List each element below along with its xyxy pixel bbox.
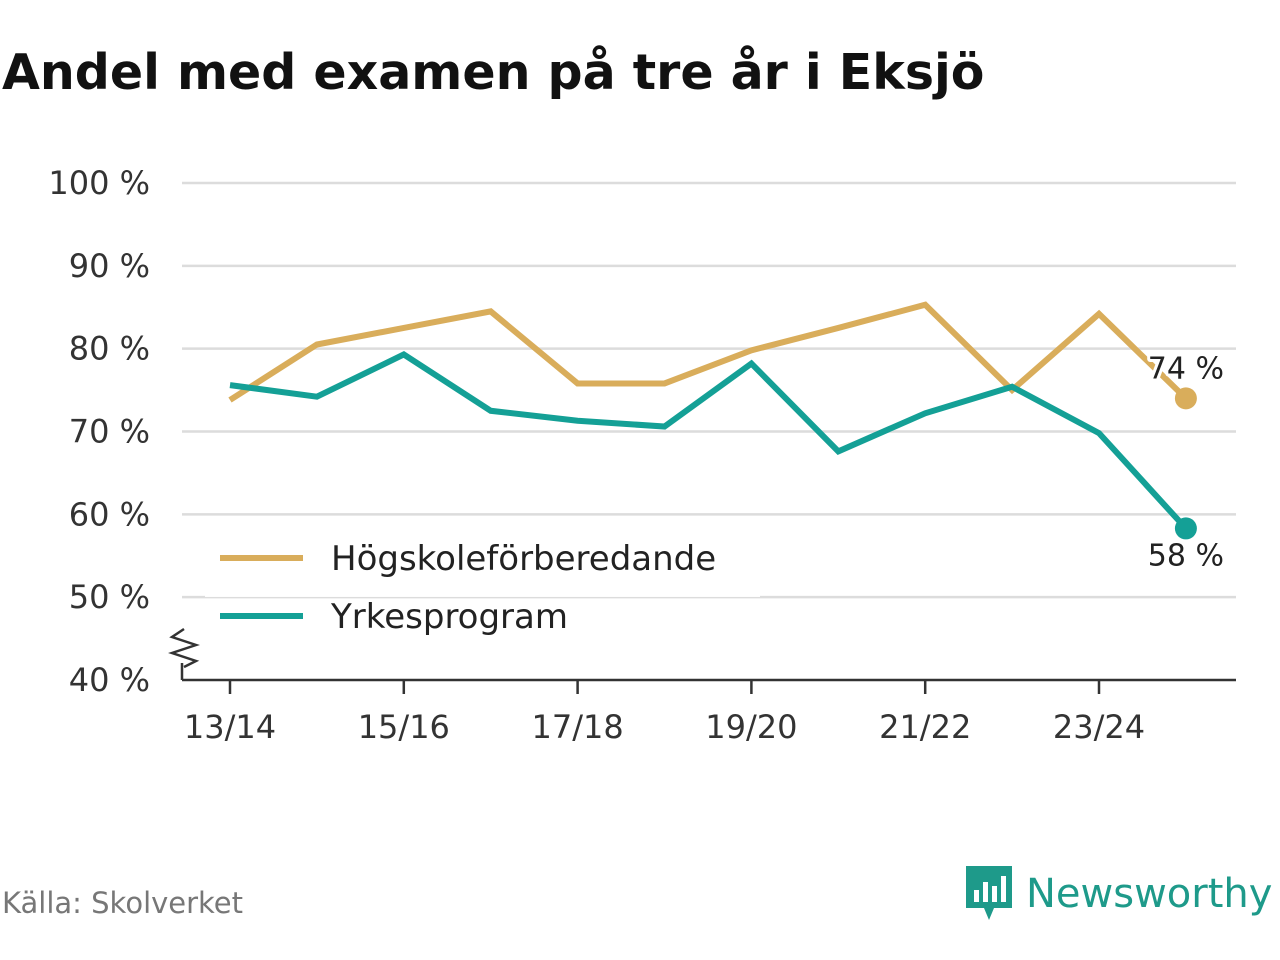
data-label: 58 % xyxy=(1148,538,1224,573)
x-tick-label: 15/16 xyxy=(358,708,450,746)
source-label: Källa: Skolverket xyxy=(2,886,244,920)
series-line xyxy=(228,301,1188,403)
x-tick-label: 21/22 xyxy=(879,708,971,746)
brand-name: Newsworthy xyxy=(1026,871,1273,917)
x-tick-label: 17/18 xyxy=(531,708,623,746)
chart-title: Andel med examen på tre år i Eksjö xyxy=(2,44,985,101)
axis-break-mark xyxy=(168,627,200,669)
data-label: 74 % xyxy=(1148,351,1224,386)
series-line xyxy=(229,351,1189,531)
legend-background xyxy=(205,600,600,640)
axes: 40 % 50 % 60 % 70 % 80 % 90 % 100 % 13/14 15/16 1… xyxy=(48,164,1236,746)
x-tick-label: 23/24 xyxy=(1053,708,1145,746)
end-marker xyxy=(1174,517,1197,540)
y-tick-label: 50 % xyxy=(69,578,150,616)
y-tick-label: 40 % xyxy=(69,661,150,699)
legend-background xyxy=(205,527,760,597)
y-tick-label: 80 % xyxy=(69,330,150,368)
x-tick-label: 13/14 xyxy=(184,708,276,746)
gridlines xyxy=(182,181,1236,599)
y-tick-label: 100 % xyxy=(48,164,150,202)
y-tick-label: 70 % xyxy=(69,413,150,451)
x-tick-label: 19/20 xyxy=(705,708,797,746)
brand-logo: Newsworthy xyxy=(964,864,1272,924)
newsworthy-logo-icon xyxy=(966,866,1012,920)
y-tick-label: 90 % xyxy=(69,247,150,285)
y-tick-label: 60 % xyxy=(69,495,150,533)
end-marker xyxy=(1174,387,1197,410)
series-lines xyxy=(228,301,1189,531)
legend: Högskoleförberedande Yrkesprogram 74 % 58 % xyxy=(205,348,1227,640)
legend-label: Högskoleförberedande xyxy=(331,539,716,579)
legend-label: Yrkesprogram xyxy=(330,597,568,637)
